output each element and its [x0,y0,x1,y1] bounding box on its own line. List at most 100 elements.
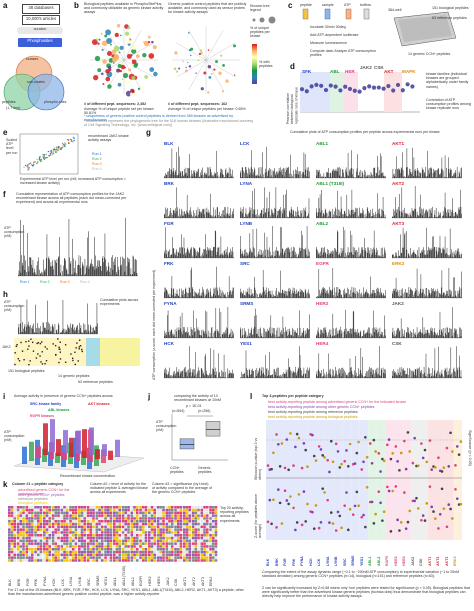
trace-bar [393,254,394,258]
trace-bar [449,368,450,378]
g-kinase-label: ABL1 (T315I) [316,181,345,186]
trace-bar [377,291,379,298]
trace-bar [244,294,245,298]
tree-node [222,64,225,67]
trace-bar [295,331,296,338]
trace-bar [404,232,406,258]
trace-bar [406,332,407,338]
k-heat-cell [127,539,130,543]
trace-bar [401,252,403,258]
f-run-2: Run 2 [40,280,50,284]
k-heat-cell [92,542,95,545]
trace-bar [418,368,419,378]
k-heat-cell [78,550,81,554]
tree-node [113,54,120,61]
i-bar [22,446,27,464]
trace-bar [361,373,362,378]
trace-bar [284,290,286,298]
k-heat-cell [115,545,119,548]
k-heat-cell [39,511,43,515]
k-heat-cell [115,550,119,554]
trace-bar [262,216,263,218]
trace-bar [136,260,137,276]
trace-bar [367,293,369,298]
trace-bar [189,334,190,338]
trace-bar [422,169,424,178]
trace-bar [30,333,32,334]
trace-bar [168,293,169,298]
trace-bar [179,371,181,378]
e-point [36,158,38,161]
trace-bar [378,373,379,378]
trace-bar [26,275,28,276]
trace-bar [354,287,356,298]
k-heat-cell [45,548,49,551]
trace-bar [341,253,342,258]
trace-bar [165,333,166,338]
k-heat-cell [162,520,165,523]
kinome-size-legend [252,16,276,24]
trace-bar [65,260,66,276]
k-heat-cell [109,536,113,540]
k-heat-cell [48,528,52,531]
trace-bar [269,333,271,338]
trace-bar [213,246,214,258]
stats-right-2: Average % of unique peptides per kinase:… [168,107,246,111]
trace-bar [212,336,213,338]
k-heat-cell [45,528,49,531]
k-heat-cell [135,534,139,537]
trace-bar [347,152,349,178]
trace-bar [339,175,341,178]
k-heat-cell [185,508,189,512]
trace-bar [269,251,271,258]
k-heat-cell [69,522,72,526]
k-heat-cell [80,553,84,557]
tree-node [218,71,222,76]
k-heat-cell [168,548,171,551]
trace-bar [300,250,301,258]
trace-bar [245,256,247,258]
trace-bar [199,330,200,338]
trace-bar [402,368,403,378]
trace-bar [39,328,40,334]
trace-bar [405,289,406,298]
trace-bar [134,271,135,276]
k-heat-cell [156,525,160,529]
k-heat-cell [71,525,75,529]
trace-bar [36,332,38,334]
k-heat-cell [89,520,93,523]
trace-bar [349,169,350,178]
trace-bar [251,150,252,178]
trace-bar [321,292,323,298]
k-heat-cell [19,517,23,520]
trace-bar [217,330,218,338]
trace-bar [407,327,408,338]
panel-label-c: c [288,1,293,10]
h-heat-cell [17,358,20,360]
k-heat-cell [86,536,90,540]
k-heat-cell [60,511,64,515]
trace-bar [229,252,231,258]
trace-bar [178,215,179,218]
k-heat-cell [86,520,90,523]
trace-bar [207,209,209,218]
k-heat-cell [194,550,198,554]
e-point [51,152,53,154]
trace-bar [66,329,67,334]
trace-bar [188,168,189,178]
trace-bar [46,258,47,276]
trace-bar [317,327,319,338]
k-heat-cell [57,528,60,531]
trace-bar [169,210,171,218]
trace-bar [395,168,396,178]
tree-node [130,53,133,56]
k-heat-cell [25,553,29,557]
k-heat-cell [168,517,171,520]
trace-bar [268,207,269,218]
trace-bar [228,252,230,258]
k-heat-cell [106,525,110,529]
trace-bar [32,267,33,276]
trace-bar [48,256,50,276]
k-heat-cell [78,542,81,545]
trace-bar [414,253,416,258]
